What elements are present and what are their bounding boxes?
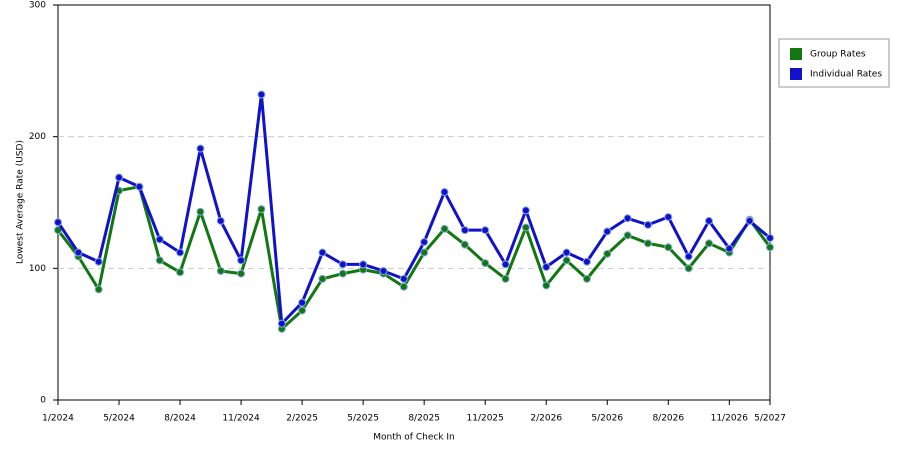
plot-area	[57, 4, 771, 401]
data-point	[420, 238, 429, 246]
data-point	[420, 248, 429, 257]
data-point	[562, 256, 571, 265]
data-point	[196, 144, 205, 153]
data-point	[237, 269, 246, 278]
data-point	[359, 260, 368, 269]
data-point	[623, 214, 632, 223]
data-point	[176, 268, 185, 277]
data-point	[460, 226, 469, 235]
data-point	[582, 257, 591, 266]
x-tick-label: 5/2024	[103, 414, 135, 424]
data-point	[603, 227, 612, 236]
data-point	[643, 239, 652, 248]
data-point	[176, 248, 185, 257]
x-tick-label: 8/2025	[408, 414, 440, 424]
data-point	[155, 235, 164, 244]
data-point	[684, 252, 693, 261]
data-point	[440, 224, 449, 233]
data-point	[766, 234, 774, 243]
x-tick-label: 5/2025	[347, 414, 379, 424]
legend-label: Group Rates	[810, 50, 866, 60]
data-point	[257, 205, 266, 214]
y-tick-label: 200	[29, 132, 46, 142]
data-point	[338, 269, 347, 278]
data-point	[623, 231, 632, 240]
data-point	[298, 298, 307, 307]
data-point	[704, 239, 713, 248]
x-tick-label: 2/2026	[530, 414, 562, 424]
data-point	[664, 212, 673, 221]
x-tick-label: 2/2025	[286, 414, 318, 424]
data-point	[481, 259, 490, 268]
x-tick-label: 5/2026	[591, 414, 623, 424]
data-point	[338, 260, 347, 269]
y-tick-label: 100	[29, 264, 46, 274]
data-point	[704, 216, 713, 225]
x-tick-label: 11/2024	[222, 414, 260, 424]
data-point	[277, 319, 286, 328]
legend-label: Individual Rates	[810, 70, 882, 80]
data-point	[603, 249, 612, 258]
x-tick-label: 11/2026	[711, 414, 749, 424]
data-point	[237, 256, 246, 265]
data-point	[74, 248, 83, 257]
data-point	[521, 223, 530, 232]
legend-swatch	[790, 48, 802, 60]
data-point	[542, 263, 551, 272]
data-point	[766, 243, 774, 252]
y-tick-label: 300	[29, 1, 46, 11]
data-point	[216, 266, 225, 275]
data-point	[115, 173, 124, 182]
x-tick-label: 5/2027	[754, 414, 786, 424]
data-point	[745, 216, 754, 225]
data-point	[318, 274, 327, 283]
data-point	[481, 226, 490, 235]
data-point	[94, 257, 103, 266]
data-point	[54, 218, 62, 227]
legend-swatch	[790, 68, 802, 80]
data-point	[318, 248, 327, 257]
data-point	[725, 244, 734, 253]
x-axis-label: Month of Check In	[373, 433, 455, 443]
data-point	[643, 220, 652, 229]
data-point	[542, 281, 551, 290]
y-axis-label: Lowest Average Rate (USD)	[16, 140, 26, 264]
data-point	[216, 216, 225, 225]
x-tick-label: 8/2024	[164, 414, 196, 424]
data-point	[684, 264, 693, 273]
data-point	[501, 274, 510, 283]
data-point	[94, 285, 103, 294]
x-tick-label: 1/2024	[42, 414, 74, 424]
data-point	[155, 256, 164, 265]
data-point	[664, 243, 673, 252]
x-tick-label: 8/2026	[652, 414, 684, 424]
data-point	[460, 240, 469, 249]
y-tick-label: 0	[40, 396, 46, 406]
data-point	[399, 274, 408, 283]
data-point	[399, 282, 408, 291]
data-point	[440, 187, 449, 196]
data-point	[501, 260, 510, 269]
data-point	[257, 90, 266, 99]
data-point	[379, 266, 388, 275]
data-point	[521, 206, 530, 215]
x-tick-label: 11/2025	[467, 414, 504, 424]
data-point	[582, 274, 591, 283]
data-point	[562, 248, 571, 257]
data-point	[298, 306, 307, 315]
data-point	[135, 182, 144, 191]
data-point	[196, 207, 205, 216]
